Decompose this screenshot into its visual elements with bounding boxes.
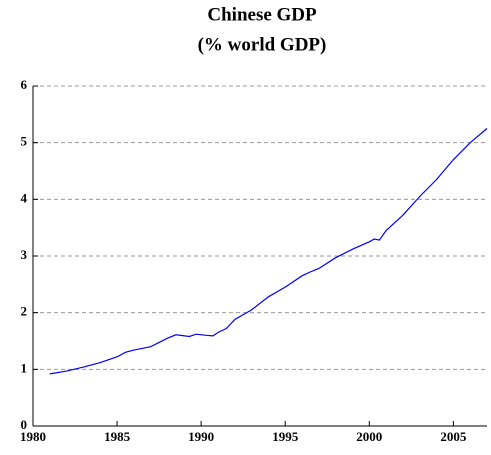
y-tick-label: 4: [21, 190, 28, 205]
x-tick-label: 1985: [104, 429, 131, 444]
x-tick-label: 2000: [356, 429, 382, 444]
y-tick-label: 3: [21, 247, 28, 262]
y-tick-label: 6: [21, 77, 28, 92]
x-tick-label: 1980: [20, 429, 46, 444]
y-tick-label: 2: [21, 304, 28, 319]
x-tick-label: 2005: [440, 429, 467, 444]
y-tick-label: 1: [21, 360, 28, 375]
x-tick-label: 1995: [272, 429, 299, 444]
y-tick-label: 5: [21, 134, 28, 149]
y-tick-label: 0: [21, 417, 28, 432]
x-tick-label: 1990: [188, 429, 214, 444]
data-line: [49, 128, 488, 375]
chart-subtitle: (% world GDP): [198, 34, 327, 55]
chart-title: Chinese GDP: [207, 4, 317, 25]
